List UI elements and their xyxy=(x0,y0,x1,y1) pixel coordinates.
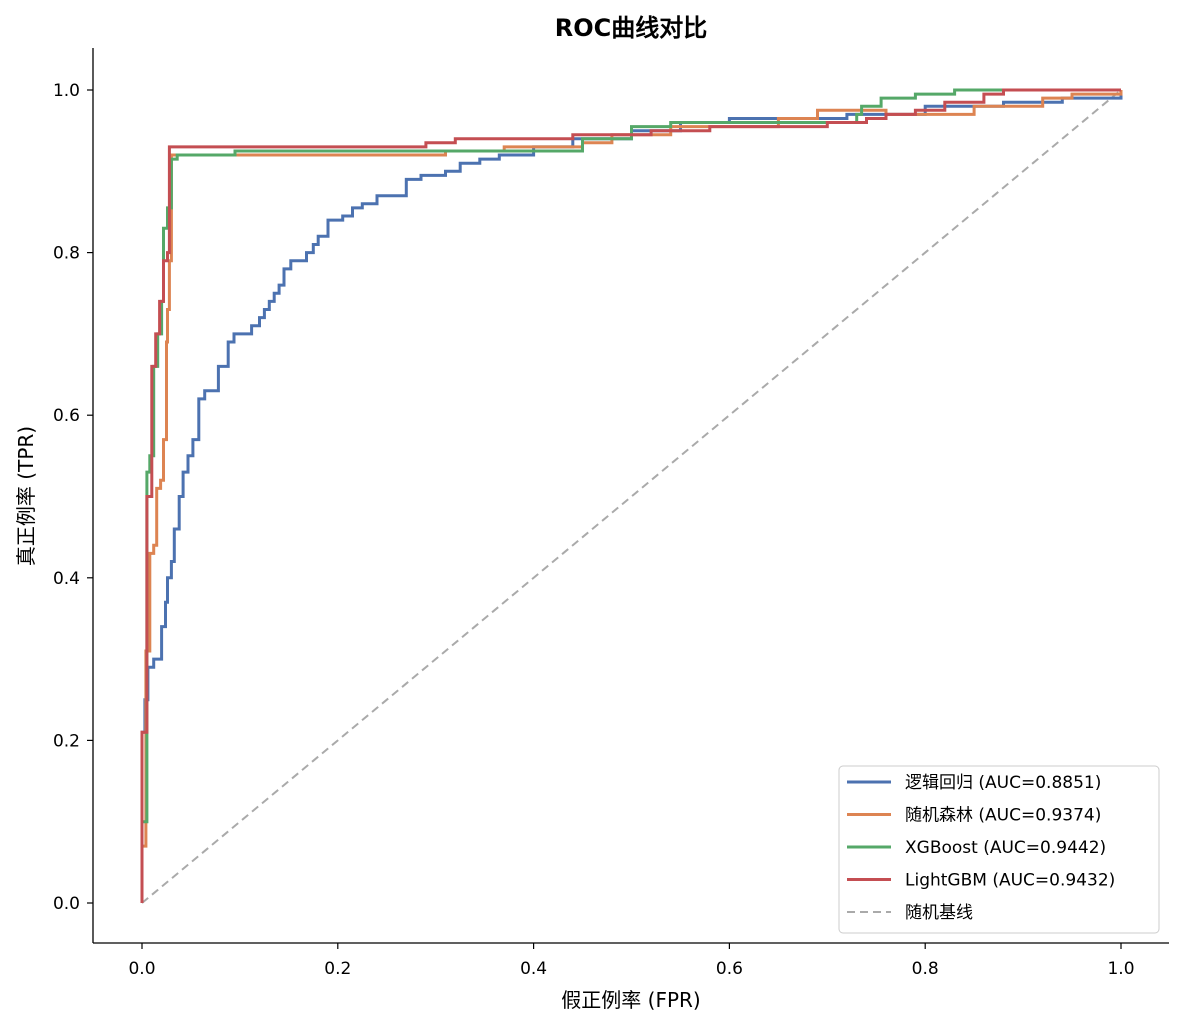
series-line-0 xyxy=(140,90,1123,903)
y-axis-label: 真正例率 (TPR) xyxy=(14,426,38,566)
y-tick-label: 0.8 xyxy=(53,244,80,264)
y-tick-label: 1.0 xyxy=(53,81,80,101)
x-tick-label: 0.8 xyxy=(912,959,939,979)
series-line-1 xyxy=(140,90,1123,903)
legend-label: 随机基线 xyxy=(905,903,973,923)
legend: 逻辑回归 (AUC=0.8851) 随机森林 (AUC=0.9374) XGBoos… xyxy=(838,765,1160,934)
y-tick-label: 0.0 xyxy=(53,894,80,914)
legend-label: LightGBM (AUC=0.9432) xyxy=(905,871,1115,891)
x-tick-label: 0.6 xyxy=(716,959,743,979)
x-tick-label: 0.4 xyxy=(520,959,547,979)
legend-label: XGBoost (AUC=0.9442) xyxy=(905,838,1106,858)
series-line-4 xyxy=(141,89,1122,904)
x-tick-label: 0.2 xyxy=(324,959,351,979)
y-tick-label: 0.4 xyxy=(53,569,80,589)
legend-frame xyxy=(838,765,1160,934)
plot-area xyxy=(140,88,1123,904)
legend-label: 逻辑回归 (AUC=0.8851) xyxy=(905,773,1101,793)
legend-label: 随机森林 (AUC=0.9374) xyxy=(905,806,1101,826)
x-tick-label: 0.0 xyxy=(128,959,155,979)
x-axis-label: 假正例率 (FPR) xyxy=(561,988,700,1012)
x-tick-label: 1.0 xyxy=(1107,959,1134,979)
x-ticks: 0.0 0.2 0.4 0.6 0.8 1.0 xyxy=(128,943,1135,979)
y-tick-label: 0.2 xyxy=(53,731,80,751)
series-line-3 xyxy=(140,88,1121,903)
y-ticks: 0.0 0.2 0.4 0.6 0.8 1.0 xyxy=(53,81,93,914)
chart-title: ROC曲线对比 xyxy=(555,14,708,42)
series-line-2 xyxy=(140,88,1121,903)
y-tick-label: 0.6 xyxy=(53,406,80,426)
